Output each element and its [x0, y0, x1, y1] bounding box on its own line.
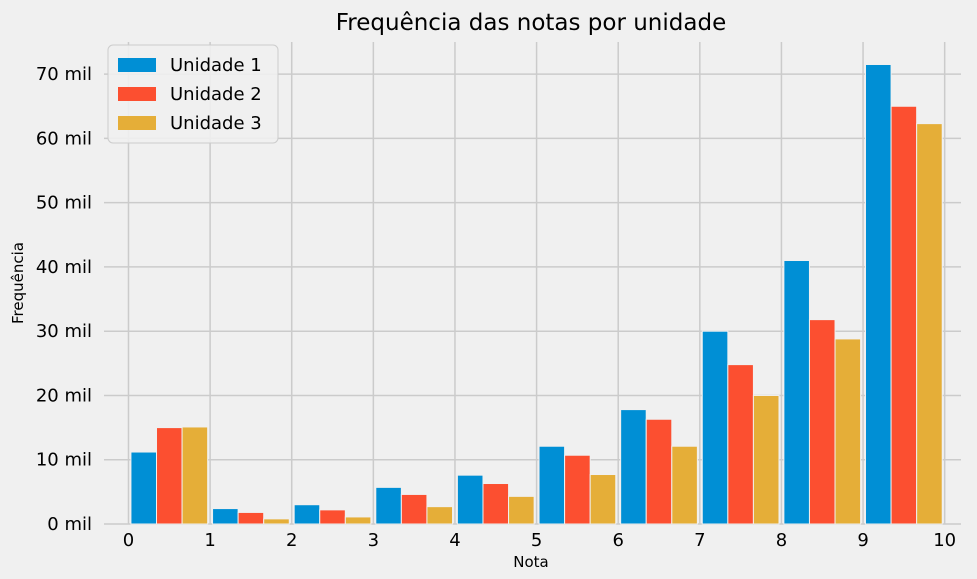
bar-unidade-1-bin-1: [212, 508, 239, 525]
x-tick-label: 10: [933, 530, 956, 551]
y-tick-label: 50 mil: [36, 193, 92, 214]
legend-label: Unidade 3: [170, 113, 262, 134]
x-tick-label: 7: [694, 530, 705, 551]
bar-unidade-3-bin-5: [589, 474, 617, 525]
x-tick-label: 4: [449, 530, 460, 551]
legend-swatch: [118, 58, 156, 72]
bar-unidade-2-bin-2: [319, 509, 346, 525]
bar-unidade-3-bin-3: [426, 506, 454, 525]
legend-swatch: [118, 87, 156, 101]
y-tick-label: 20 mil: [36, 385, 92, 406]
x-tick-label: 9: [857, 530, 868, 551]
bar-unidade-1-bin-3: [375, 486, 402, 525]
x-tick-label: 6: [612, 530, 623, 551]
y-tick-label: 40 mil: [36, 257, 92, 278]
bar-unidade-3-bin-8: [834, 338, 862, 525]
x-tick-label: 3: [368, 530, 379, 551]
y-tick-labels: 0 mil 10 mil 20 mil 30 mil 40 mil 50 mil 60 mi…: [36, 64, 92, 535]
y-tick-label: 10 mil: [36, 450, 92, 471]
bar-unidade-2-bin-7: [727, 364, 754, 525]
bar-unidade-2-bin-3: [400, 493, 428, 525]
bar-unidade-1-bin-4: [456, 474, 484, 525]
bar-unidade-1-bin-0: [130, 451, 158, 525]
x-tick-label: 2: [286, 530, 297, 551]
bar-unidade-2-bin-4: [482, 483, 510, 525]
legend-swatch: [118, 116, 156, 130]
grid: [104, 42, 961, 525]
x-tick-labels: 0 1 2 3 4 5 6 7 8 9 10: [123, 530, 956, 551]
bar-unidade-1-bin-7: [701, 330, 729, 525]
y-tick-label: 30 mil: [36, 321, 92, 342]
bar-unidade-3-bin-4: [508, 495, 535, 525]
x-tick-label: 5: [531, 530, 542, 551]
chart-title: Frequência das notas por unidade: [336, 10, 726, 36]
y-tick-label: 70 mil: [36, 64, 92, 85]
bar-unidade-3-bin-6: [671, 445, 698, 525]
x-tick-label: 8: [776, 530, 787, 551]
bar-unidade-3-bin-7: [752, 394, 780, 525]
bar-unidade-3-bin-9: [916, 123, 943, 525]
bar-unidade-3-bin-1: [263, 518, 290, 525]
x-tick-label: 0: [123, 530, 134, 551]
bar-unidade-2-bin-0: [156, 427, 183, 525]
legend: Unidade 1 Unidade 2 Unidade 3: [107, 44, 279, 144]
x-tick-label: 1: [204, 530, 215, 551]
bar-unidade-2-bin-9: [890, 105, 918, 525]
bar-unidade-1-bin-8: [783, 260, 810, 525]
y-tick-label: 0 mil: [47, 514, 92, 535]
bar-unidade-1-bin-2: [293, 504, 321, 525]
bar-unidade-2-bin-1: [237, 511, 265, 525]
y-tick-label: 60 mil: [36, 128, 92, 149]
bar-unidade-2-bin-8: [808, 319, 836, 525]
bar-unidade-1-bin-6: [620, 409, 647, 525]
legend-label: Unidade 1: [170, 55, 262, 76]
bar-unidade-2-bin-5: [564, 454, 591, 525]
bar-unidade-3-bin-2: [344, 516, 372, 525]
bar-unidade-1-bin-5: [538, 445, 566, 525]
y-axis-label: Frequência: [9, 242, 27, 324]
bar-unidade-2-bin-6: [645, 418, 673, 525]
bar-unidade-1-bin-9: [865, 63, 892, 525]
legend-label: Unidade 2: [170, 84, 262, 105]
bars: [130, 63, 943, 525]
x-axis-label: Nota: [513, 553, 548, 571]
bar-unidade-3-bin-0: [181, 426, 209, 525]
